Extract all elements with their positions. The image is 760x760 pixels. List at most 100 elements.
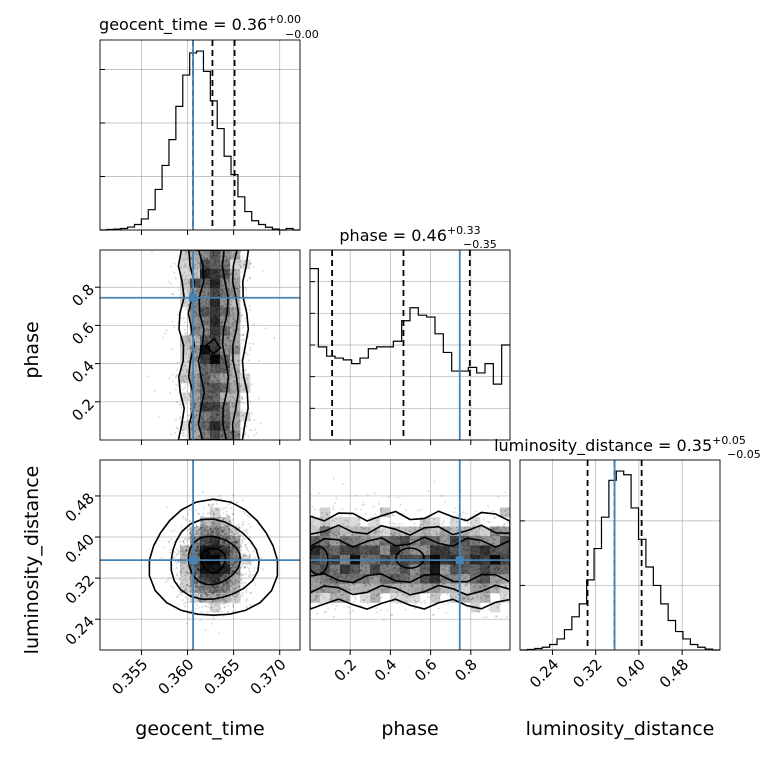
sample-point [202,425,205,428]
sample-point [215,422,218,425]
sample-point [233,397,236,400]
sample-point [243,537,246,540]
sample-point [203,334,206,337]
sample-point [230,551,233,553]
density-cell [230,564,241,575]
sample-point [229,383,232,386]
sample-point [212,324,215,327]
sample-point [231,298,234,301]
sample-point [213,580,216,583]
sample-point [209,562,212,565]
sample-point [227,573,230,576]
sample-point [218,287,221,290]
sample-point [222,535,225,538]
sample-point [217,422,220,425]
sample-point [215,269,218,271]
sample-point [217,542,220,545]
sample-point [212,282,215,285]
sample-point [208,268,211,271]
sample-point [199,544,202,547]
sample-point [204,573,206,576]
sample-point [202,312,205,315]
sample-point [213,292,215,295]
sample-point [215,589,218,592]
sample-point [208,321,211,324]
sample-point [193,263,196,266]
sample-point [197,279,199,282]
sample-point [218,274,221,277]
sample-point [210,563,213,566]
sample-point [252,342,255,345]
density-cell [350,517,361,527]
sample-point [215,265,218,268]
density-cell [380,536,391,546]
sample-point [223,565,226,568]
sample-point [227,585,230,588]
sample-point [214,372,217,375]
sample-point [228,310,231,313]
sample-point [222,374,225,377]
sample-point [187,360,190,363]
sample-point [230,579,233,582]
sample-point [236,295,239,298]
sample-point [212,568,215,570]
sample-point [224,534,227,537]
sample-point [207,549,210,552]
sample-point [204,286,207,289]
sample-point [198,588,201,591]
sample-point [207,409,210,412]
sample-point [242,509,245,512]
sample-point [212,561,215,563]
sample-point [223,548,226,551]
sample-point [162,546,165,549]
density-cell [500,593,510,603]
sample-point [197,546,200,549]
sample-point [227,528,230,531]
density-cell [320,536,331,546]
sample-point [224,576,227,579]
sample-point [237,556,240,559]
sample-point [228,429,231,432]
sample-point [206,415,209,417]
sample-point [209,434,212,437]
sample-point [240,397,243,400]
sample-point [209,551,212,554]
sample-point [220,545,223,548]
sample-point [196,547,199,550]
sample-point [216,413,219,416]
sample-point [233,570,235,573]
sample-point [207,553,210,555]
sample-point [210,431,213,434]
sample-point [219,342,222,345]
sample-point [232,402,235,405]
sample-point [229,363,232,366]
sample-point [195,585,198,588]
sample-point [244,317,247,320]
sample-point [225,510,228,513]
sample-point [216,585,219,588]
sample-point [237,433,240,436]
sample-point [186,548,189,551]
sample-point [220,534,223,537]
density-cell [210,364,221,374]
sample-point [203,506,205,509]
sample-point [188,283,191,286]
sample-point [227,564,230,566]
sample-point [218,385,220,388]
sample-point [208,603,211,606]
sample-point [220,590,223,593]
sample-point [232,534,235,537]
sample-point [220,574,222,577]
sample-point [248,516,251,519]
sample-point [198,555,201,558]
sample-point [207,268,210,271]
density-cell [230,297,241,308]
density-cell [470,564,481,575]
sample-point [230,562,232,565]
sample-point [203,576,206,579]
sample-point [200,357,203,359]
sample-point [214,553,217,556]
sample-point [248,570,251,573]
sample-point [221,325,224,328]
sample-point [208,533,211,536]
